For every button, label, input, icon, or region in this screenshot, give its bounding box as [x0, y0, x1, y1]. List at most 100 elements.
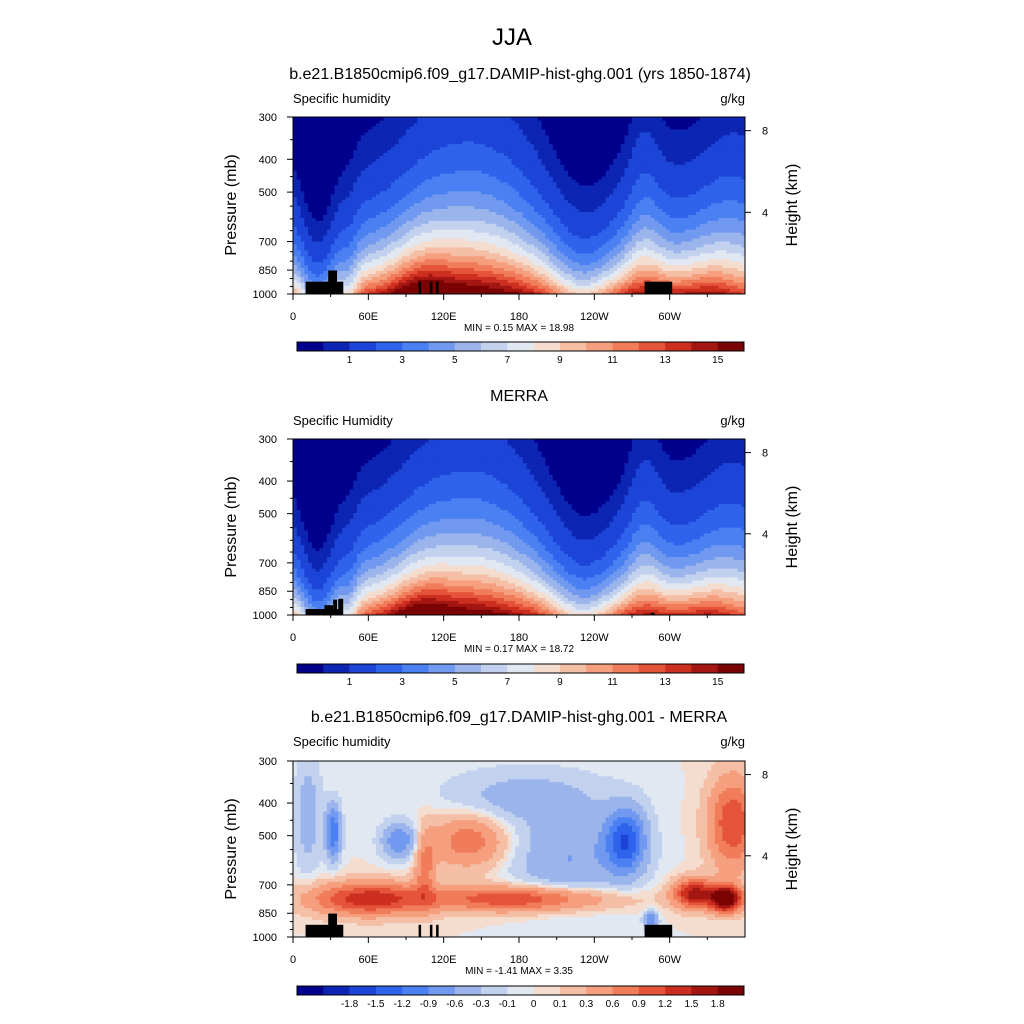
heatmap-cell [466, 291, 471, 294]
heatmap-cell [432, 181, 437, 186]
heatmap-cell [390, 276, 396, 280]
heatmap-cell [345, 273, 351, 277]
heatmap-cell [624, 202, 629, 207]
heatmap-cell [624, 176, 629, 180]
heatmap-cell [605, 223, 610, 227]
heatmap-cell [594, 181, 599, 186]
heatmap-cell [684, 193, 690, 198]
heatmap-cell [368, 261, 373, 266]
heatmap-cell [413, 237, 418, 242]
heatmap-cell [677, 202, 682, 207]
heatmap-cell [707, 258, 712, 263]
heatmap-cell [590, 220, 595, 224]
heatmap-cell [579, 181, 584, 186]
heatmap-cell [673, 193, 678, 198]
heatmap-cell [481, 220, 486, 224]
heatmap-cell [714, 291, 720, 294]
heatmap-cell [741, 181, 745, 186]
heatmap-cell [488, 267, 494, 271]
heatmap-cell [549, 237, 554, 242]
heatmap-cell [436, 211, 441, 215]
heatmap-cell [537, 240, 543, 245]
heatmap-cell [349, 187, 354, 192]
heatmap-cell [586, 205, 592, 210]
heatmap-cell [372, 208, 377, 212]
heatmap-cell [677, 187, 682, 192]
heatmap-cell [613, 255, 618, 260]
heatmap-cell [530, 237, 535, 242]
heatmap-cell [741, 184, 745, 189]
heatmap-cell [526, 208, 531, 212]
heatmap-cell [470, 288, 475, 292]
heatmap-cell [406, 196, 411, 201]
heatmap-cell [304, 199, 309, 204]
heatmap-cell [696, 288, 701, 292]
heatmap-cell [680, 217, 686, 221]
heatmap-cell [692, 235, 697, 239]
heatmap-cell [409, 235, 415, 239]
heatmap-cell [718, 232, 723, 236]
heatmap-cell [402, 178, 407, 183]
heatmap-cell [526, 285, 531, 289]
heatmap-cell [598, 214, 603, 218]
heatmap-cell [680, 246, 686, 251]
heatmap-cell [537, 288, 543, 292]
heatmap-cell [635, 240, 641, 245]
heatmap-cell [579, 267, 584, 271]
heatmap-cell [718, 264, 723, 269]
heatmap-cell [519, 178, 524, 183]
heatmap-cell [733, 270, 739, 274]
heatmap-cell [477, 226, 482, 230]
heatmap-cell [650, 208, 656, 212]
heatmap-cell [500, 237, 505, 242]
heatmap-cell [368, 279, 373, 283]
heatmap-cell [462, 252, 467, 257]
heatmap-cell [598, 291, 603, 294]
heatmap-cell [409, 178, 415, 183]
heatmap-cell [462, 170, 467, 174]
heatmap-cell [620, 285, 626, 289]
heatmap-cell [707, 285, 712, 289]
heatmap-cell [345, 246, 351, 251]
heatmap-cell [477, 178, 482, 183]
heatmap-cell [345, 237, 351, 242]
heatmap-cell [628, 190, 633, 195]
heatmap-cell [594, 270, 599, 274]
heatmap-cell [311, 181, 317, 186]
heatmap-cell [364, 184, 369, 189]
heatmap-cell [353, 285, 358, 289]
heatmap-cell [692, 276, 697, 280]
heatmap-cell [647, 208, 652, 212]
heatmap-cell [579, 226, 584, 230]
heatmap-cell [737, 196, 742, 201]
heatmap-cell [590, 285, 595, 289]
heatmap-cell [628, 246, 633, 251]
heatmap-cell [519, 276, 524, 280]
heatmap-cell [470, 237, 475, 242]
heatmap-cell [613, 181, 618, 186]
heatmap-cell [315, 276, 320, 280]
heatmap-cell [729, 190, 735, 195]
heatmap-cell [443, 208, 449, 212]
heatmap-cell [424, 205, 430, 210]
heatmap-cell [613, 235, 618, 239]
heatmap-cell [345, 270, 351, 274]
heatmap-cell [379, 178, 384, 183]
heatmap-cell [402, 249, 407, 254]
heatmap-cell [473, 237, 479, 242]
heatmap-cell [658, 279, 663, 283]
heatmap-cell [519, 240, 524, 245]
heatmap-cell [549, 261, 554, 266]
heatmap-cell [515, 249, 520, 254]
heatmap-cell [647, 187, 652, 192]
heatmap-cell [707, 273, 712, 277]
heatmap-cell [639, 273, 644, 277]
heatmap-cell [552, 223, 558, 227]
heatmap-cell [296, 232, 302, 236]
heatmap-cell [319, 252, 324, 257]
heatmap-cell [432, 291, 437, 294]
heatmap-cell [439, 285, 445, 289]
heatmap-cell [556, 176, 562, 180]
heatmap-cell [560, 184, 565, 189]
heatmap-cell [293, 193, 298, 198]
